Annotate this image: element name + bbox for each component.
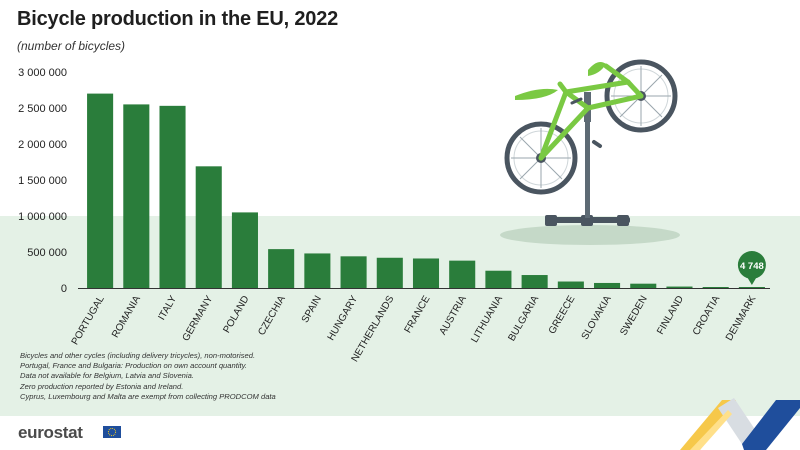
bar-finland — [666, 286, 693, 288]
bar-portugal — [87, 93, 114, 288]
bicycle-illustration — [500, 59, 680, 245]
x-tick-label: SPAIN — [300, 294, 324, 325]
x-tick-label: CZECHIA — [256, 294, 288, 338]
value-callout: 4 748 — [737, 251, 766, 285]
note-line: Cyprus, Luxembourg and Malta are exempt … — [20, 391, 276, 401]
bar-poland — [231, 212, 258, 288]
chart-subtitle: (number of bicycles) — [17, 39, 126, 53]
y-axis: 0 500 000 1 000 000 1 500 000 2 000 000 2 500… — [18, 67, 67, 295]
bar-denmark — [738, 287, 765, 288]
bar-spain — [304, 253, 331, 288]
callout-value-label: 4 748 — [740, 261, 764, 272]
x-tick-label: AUSTRIA — [438, 294, 469, 337]
x-tick-label: POLAND — [221, 294, 251, 335]
bar-romania — [123, 104, 150, 289]
x-tick-label: FRANCE — [403, 294, 433, 335]
chart-notes: Bicycles and other cycles (including del… — [20, 351, 540, 402]
bar-france — [412, 258, 440, 288]
x-tick-label: FINLAND — [655, 294, 686, 337]
x-tick-label: ITALY — [156, 294, 179, 323]
y-tick-label: 1 500 000 — [18, 175, 67, 187]
x-tick-label: CROATIA — [691, 294, 723, 338]
x-tick-label: GREECE — [547, 294, 578, 336]
x-tick-label: PORTUGAL — [70, 294, 107, 347]
callout-bubble — [737, 251, 766, 279]
bars: 4 748 — [87, 93, 766, 289]
y-tick-label: 1 000 000 — [18, 211, 67, 223]
note-line: Zero production reported by Estonia and … — [20, 381, 184, 391]
bar-czechia — [268, 249, 295, 288]
bar-lithuania — [485, 270, 512, 288]
bar-hungary — [340, 256, 367, 288]
x-tick-label: ROMANIA — [110, 294, 143, 340]
x-tick-label: SLOVAKIA — [580, 294, 614, 342]
chart-title: Bicycle production in the EU, 2022 — [17, 8, 339, 30]
x-tick-label: HUNGARY — [326, 294, 361, 343]
bar-italy — [159, 105, 186, 288]
y-tick-label: 2 000 000 — [18, 139, 67, 151]
x-tick-label: LITHUANIA — [469, 294, 505, 345]
x-tick-label: GERMANY — [181, 294, 216, 344]
footer-bar — [0, 416, 800, 450]
bar-sweden — [630, 283, 657, 288]
note-line: Bicycles and other cycles (including del… — [20, 351, 256, 360]
x-tick-label: SWEDEN — [618, 294, 649, 338]
bar-slovakia — [594, 282, 621, 288]
y-tick-label: 0 — [61, 283, 67, 295]
bar-greece — [557, 281, 584, 288]
y-tick-label: 500 000 — [27, 247, 67, 259]
eurostat-logo: eurostat — [18, 423, 83, 442]
y-tick-label: 2 500 000 — [18, 103, 67, 115]
eu-flag-icon — [103, 426, 121, 438]
bar-germany — [195, 166, 222, 288]
x-tick-label: BULGARIA — [506, 294, 541, 344]
bar-netherlands — [376, 257, 403, 288]
y-tick-label: 3 000 000 — [18, 67, 67, 79]
corner-ribbon-decoration — [680, 398, 800, 450]
note-line: Data not available for Belgium, Latvia a… — [20, 371, 194, 381]
note-line: Portugal, France and Bulgaria: Productio… — [20, 361, 247, 371]
x-tick-label: DENMARK — [724, 294, 759, 343]
bar-austria — [449, 260, 476, 288]
bar-croatia — [702, 287, 729, 288]
bar-bulgaria — [521, 275, 548, 288]
